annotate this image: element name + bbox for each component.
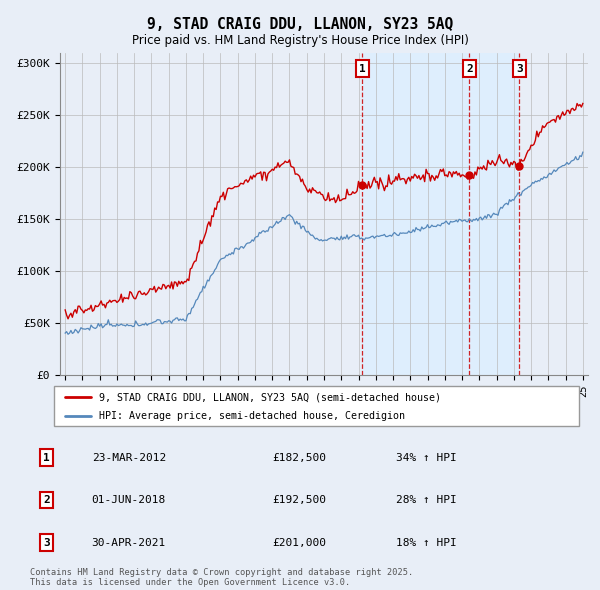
Text: 01-JUN-2018: 01-JUN-2018	[92, 495, 166, 505]
Text: 28% ↑ HPI: 28% ↑ HPI	[396, 495, 457, 505]
Text: 23-MAR-2012: 23-MAR-2012	[92, 453, 166, 463]
Text: 2: 2	[43, 495, 50, 505]
Text: 1: 1	[359, 64, 365, 74]
Text: 3: 3	[516, 64, 523, 74]
Text: £182,500: £182,500	[272, 453, 326, 463]
FancyBboxPatch shape	[54, 386, 579, 426]
Text: 34% ↑ HPI: 34% ↑ HPI	[396, 453, 457, 463]
Text: 3: 3	[43, 537, 50, 548]
Bar	[362, 53, 520, 375]
Text: 9, STAD CRAIG DDU, LLANON, SY23 5AQ: 9, STAD CRAIG DDU, LLANON, SY23 5AQ	[147, 17, 453, 32]
Text: 2: 2	[466, 64, 473, 74]
Text: 9, STAD CRAIG DDU, LLANON, SY23 5AQ (semi-detached house): 9, STAD CRAIG DDU, LLANON, SY23 5AQ (sem…	[98, 392, 440, 402]
Text: Price paid vs. HM Land Registry's House Price Index (HPI): Price paid vs. HM Land Registry's House …	[131, 34, 469, 47]
Text: HPI: Average price, semi-detached house, Ceredigion: HPI: Average price, semi-detached house,…	[98, 411, 404, 421]
Text: Contains HM Land Registry data © Crown copyright and database right 2025.
This d: Contains HM Land Registry data © Crown c…	[30, 568, 413, 587]
Text: 18% ↑ HPI: 18% ↑ HPI	[396, 537, 457, 548]
Text: 30-APR-2021: 30-APR-2021	[92, 537, 166, 548]
Text: £201,000: £201,000	[272, 537, 326, 548]
Text: 1: 1	[43, 453, 50, 463]
Text: £192,500: £192,500	[272, 495, 326, 505]
